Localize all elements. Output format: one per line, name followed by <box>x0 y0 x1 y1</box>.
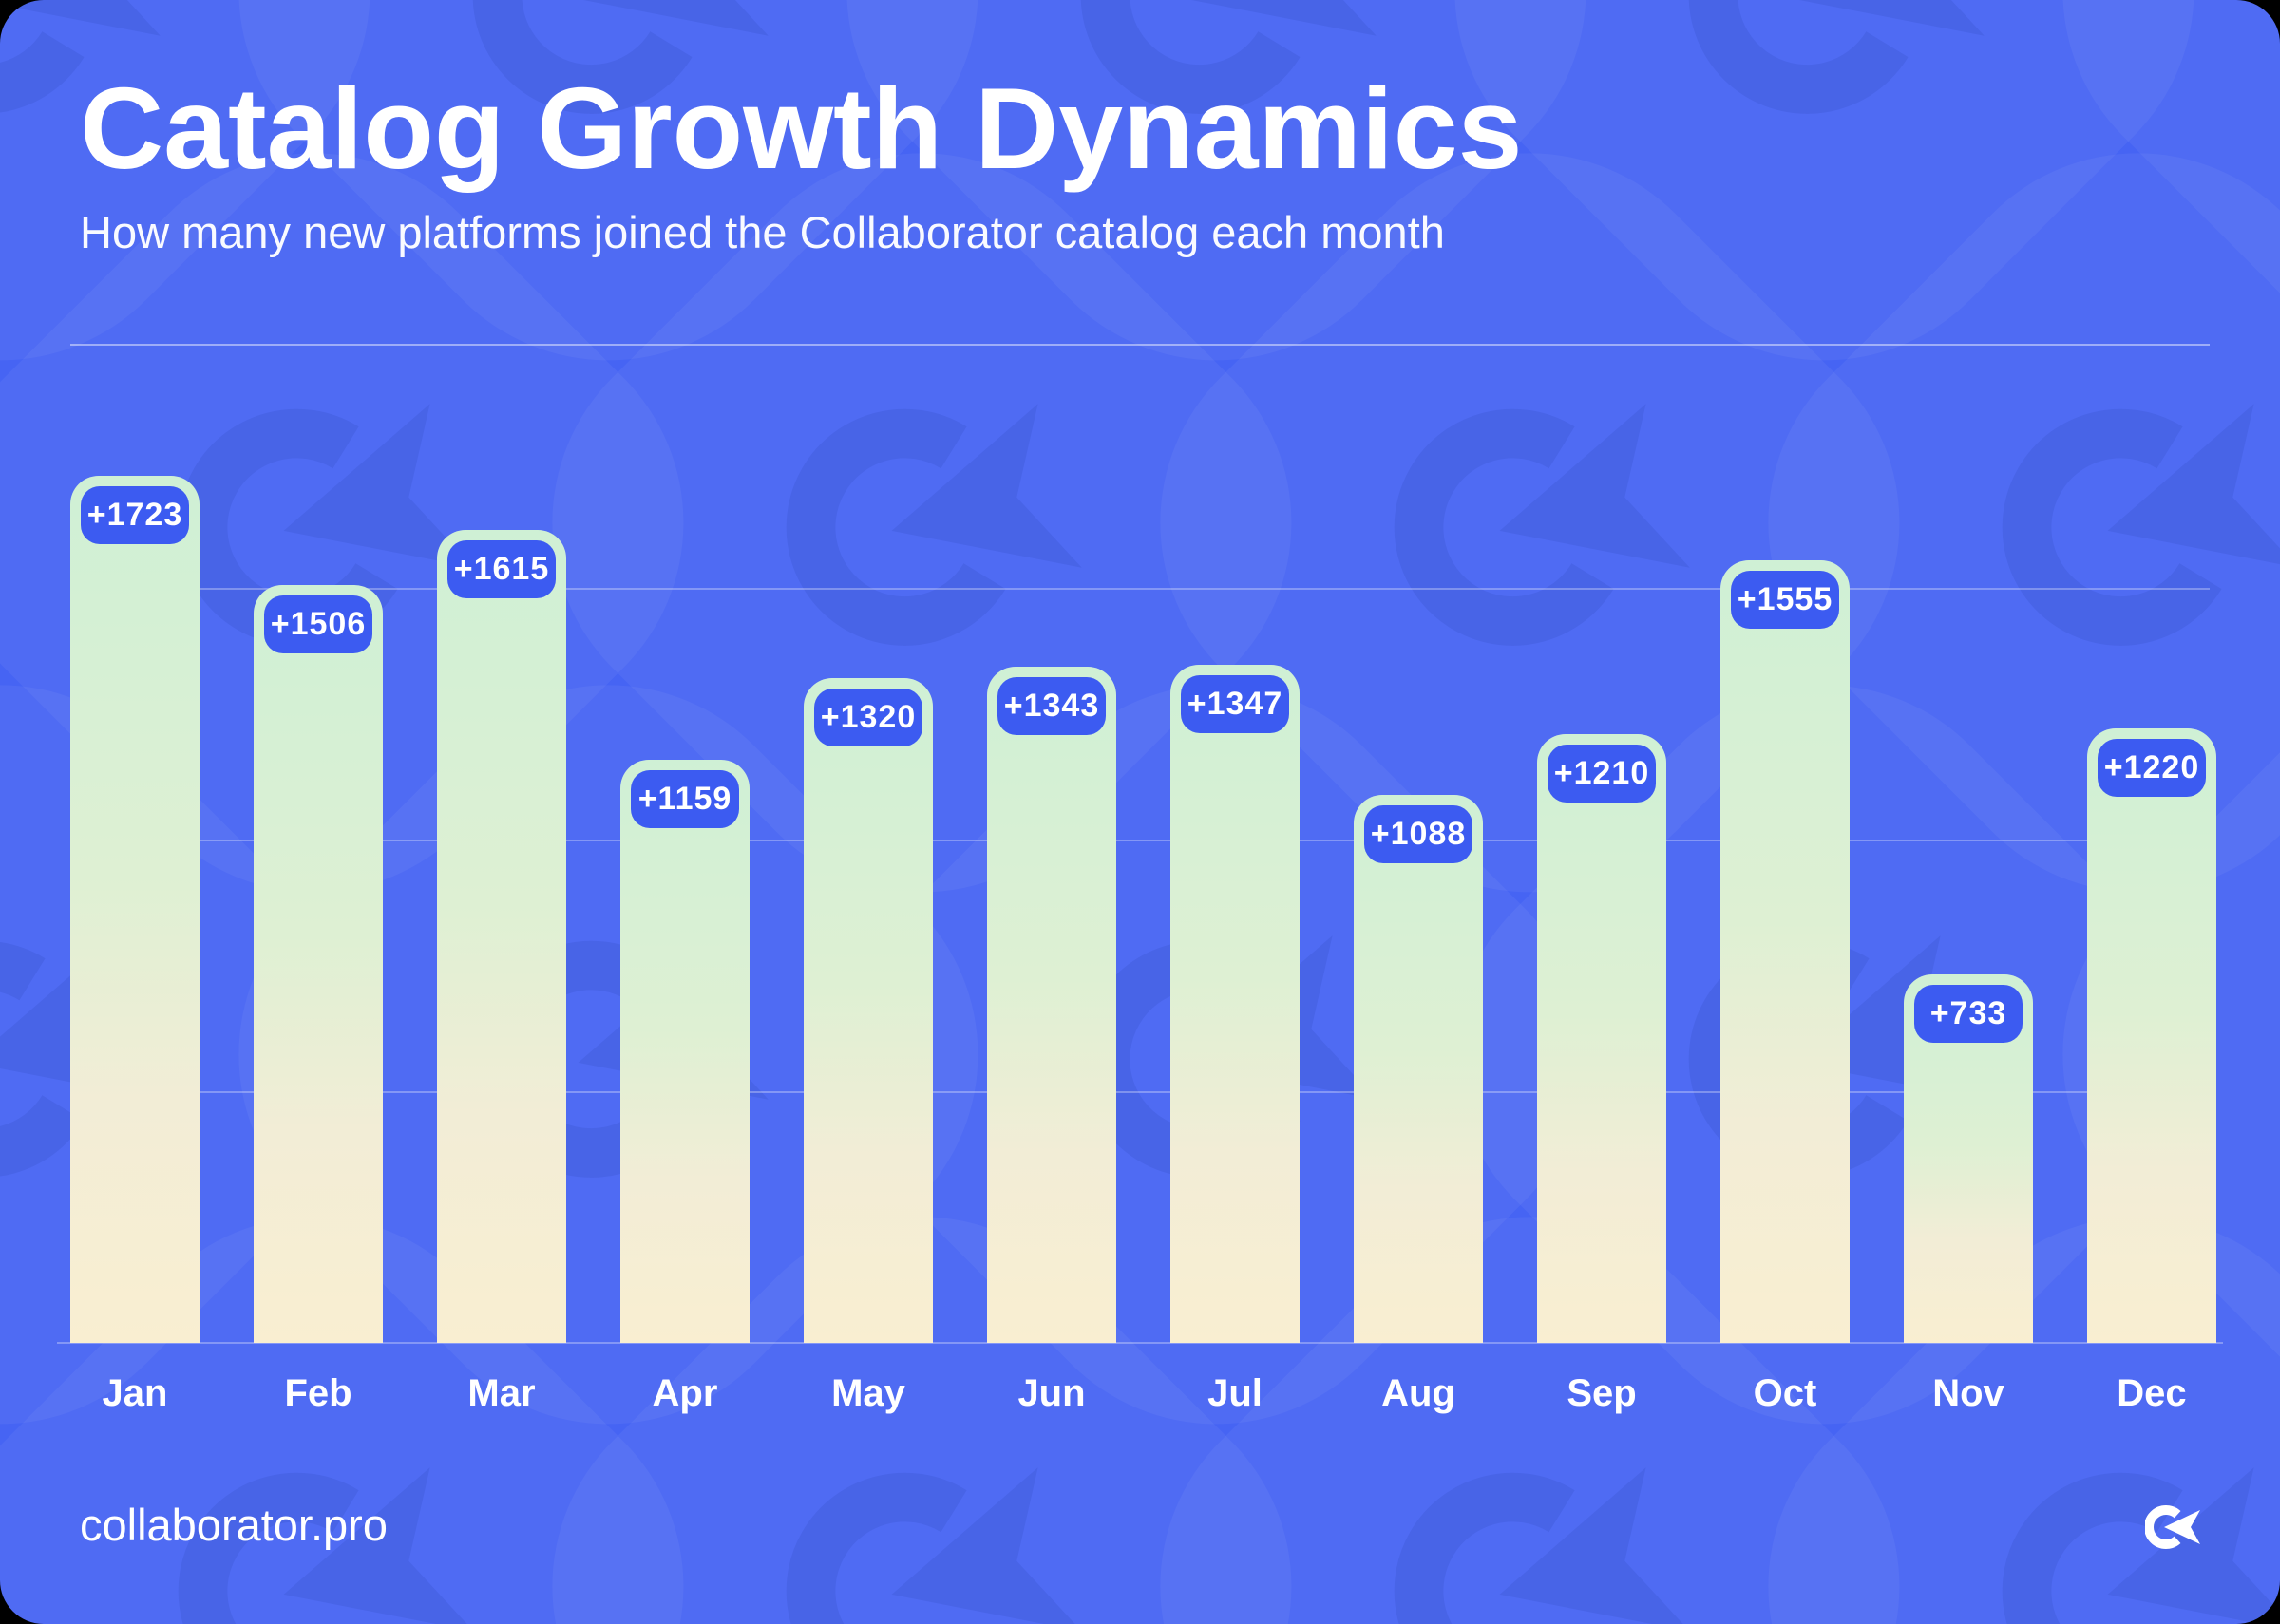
x-axis-label-dec: Dec <box>2117 1372 2187 1414</box>
x-axis-label-sep: Sep <box>1567 1372 1637 1414</box>
x-axis-label-jan: Jan <box>102 1372 168 1414</box>
x-axis-label-may: May <box>831 1372 905 1414</box>
bar-value-badge-may: +1320 <box>814 689 922 746</box>
bar-value-badge-jan: +1723 <box>81 486 189 544</box>
bar-value-badge-mar: +1615 <box>447 540 556 598</box>
x-axis-label-jun: Jun <box>1017 1372 1086 1414</box>
x-axis-baseline <box>57 1342 2223 1344</box>
gridline-1500 <box>70 588 2210 590</box>
x-axis-label-oct: Oct <box>1753 1372 1817 1414</box>
bar-value-badge-aug: +1088 <box>1364 805 1472 863</box>
bar-value-badge-apr: +1159 <box>631 770 739 828</box>
bar-dec: +1220 <box>2087 728 2216 1343</box>
x-axis-label-jul: Jul <box>1207 1372 1263 1414</box>
x-axis-label-nov: Nov <box>1932 1372 2004 1414</box>
gridline-500 <box>70 1091 2210 1093</box>
bar-jun: +1343 <box>987 667 1116 1343</box>
bar-value-badge-dec: +1220 <box>2098 739 2206 797</box>
bar-feb: +1506 <box>254 585 383 1343</box>
bar-apr: +1159 <box>620 760 750 1343</box>
bar-may: +1320 <box>804 678 933 1343</box>
bar-mar: +1615 <box>437 530 566 1343</box>
collaborator-c-arrow-logo-icon <box>2145 1505 2200 1549</box>
bar-aug: +1088 <box>1354 795 1483 1343</box>
bar-value-badge-feb: +1506 <box>264 595 372 653</box>
bar-nov: +733 <box>1904 974 2033 1343</box>
bar-oct: +1555 <box>1720 560 1850 1343</box>
page-title: Catalog Growth Dynamics <box>80 64 1523 193</box>
bar-sep: +1210 <box>1537 734 1666 1343</box>
gridline-1000 <box>70 840 2210 841</box>
bar-value-badge-oct: +1555 <box>1731 571 1839 629</box>
bar-jul: +1347 <box>1170 665 1300 1343</box>
x-axis-label-mar: Mar <box>467 1372 536 1414</box>
bar-jan: +1723 <box>70 476 200 1343</box>
page-subtitle: How many new platforms joined the Collab… <box>80 207 1445 258</box>
brand-text: collaborator.pro <box>80 1500 388 1550</box>
x-axis-label-feb: Feb <box>284 1372 352 1414</box>
bar-value-badge-jul: +1347 <box>1181 675 1289 733</box>
bar-value-badge-nov: +733 <box>1914 985 2023 1043</box>
x-axis-label-apr: Apr <box>652 1372 718 1414</box>
bar-value-badge-sep: +1210 <box>1548 745 1656 803</box>
bar-value-badge-jun: +1343 <box>998 677 1106 735</box>
header-divider <box>70 344 2210 346</box>
x-axis-label-aug: Aug <box>1381 1372 1455 1414</box>
header: Catalog Growth Dynamics How many new pla… <box>80 59 2200 258</box>
